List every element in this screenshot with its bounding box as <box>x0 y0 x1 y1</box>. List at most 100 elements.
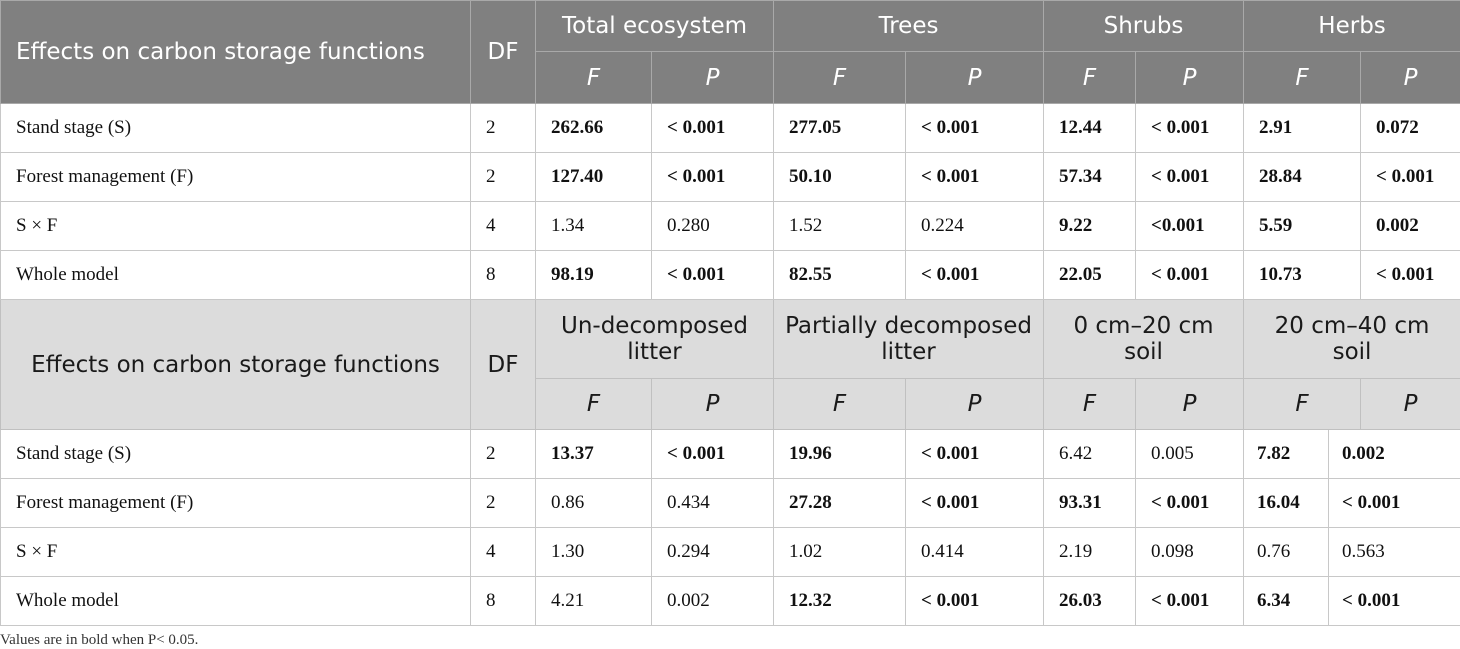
p-value-cell: < 0.001 <box>1135 152 1245 202</box>
group-line1: Un-decomposed <box>561 313 748 339</box>
bottom-f-header: F <box>535 378 652 430</box>
bottom-p-header: P <box>650 378 775 430</box>
bottom-header-row-fp: F P F P F P F P <box>1 378 1460 430</box>
f-value-cell: 28.84 <box>1243 152 1362 202</box>
p-value-cell: < 0.001 <box>905 478 1045 528</box>
p-value-cell: < 0.001 <box>650 103 775 153</box>
top-p-header: P <box>1360 51 1460 104</box>
herbs-soil-value-pair: 0.76 0.563 <box>1243 527 1460 577</box>
p-value-cell: 0.002 <box>1360 201 1460 251</box>
bottom-f-header: F <box>1043 378 1137 430</box>
f-value-cell: 4.21 <box>535 576 652 626</box>
f-value-cell: 7.82 <box>1244 430 1330 478</box>
f-value-cell: 262.66 <box>535 103 652 153</box>
f-value-cell: 6.34 <box>1244 577 1330 625</box>
top-table-row: Forest management (F) 2 127.40 < 0.001 50.10… <box>0 152 1460 202</box>
f-value-cell: 98.19 <box>535 250 652 300</box>
df-cell: 4 <box>470 527 536 577</box>
p-value-cell: < 0.001 <box>1342 492 1401 513</box>
top-p-header: P <box>905 51 1045 104</box>
p-value-cell: 0.098 <box>1135 527 1245 577</box>
top-header-row-fp: F P F P F P F P <box>1 51 1460 104</box>
p-value-cell: 0.224 <box>905 201 1045 251</box>
row-label: Forest management (F) <box>0 152 471 202</box>
bottom-group-header-soil-0-20: 0 cm–20 cm soil <box>1043 299 1245 379</box>
f-value-cell: 13.37 <box>535 429 652 479</box>
df-cell: 2 <box>470 429 536 479</box>
f-value-cell: 5.59 <box>1243 201 1362 251</box>
df-cell: 8 <box>470 250 536 300</box>
f-value-cell: 2.19 <box>1043 527 1137 577</box>
f-value-cell: 50.10 <box>773 152 907 202</box>
f-value-cell: 57.34 <box>1043 152 1137 202</box>
row-label: Whole model <box>0 576 471 626</box>
f-value-cell: 0.76 <box>1244 528 1330 576</box>
f-value-cell: 277.05 <box>773 103 907 153</box>
f-value-cell: 9.22 <box>1043 201 1137 251</box>
p-value-cell: < 0.001 <box>905 152 1045 202</box>
p-value-cell: < 0.001 <box>650 250 775 300</box>
anova-table: Effects on carbon storage functions DF T… <box>0 0 1460 626</box>
f-value-cell: 22.05 <box>1043 250 1137 300</box>
f-value-cell: 6.42 <box>1043 429 1137 479</box>
group-line2: litter <box>627 339 682 365</box>
f-value-cell: 1.34 <box>535 201 652 251</box>
row-label: Stand stage (S) <box>0 103 471 153</box>
bottom-p-header: P <box>905 378 1045 430</box>
p-value-cell: < 0.001 <box>1342 590 1401 611</box>
p-value-cell: < 0.001 <box>1135 250 1245 300</box>
f-value-cell: 26.03 <box>1043 576 1137 626</box>
top-p-header: P <box>1135 51 1245 104</box>
top-group-header-herbs: Herbs <box>1243 0 1460 52</box>
bottom-f-header: F <box>773 378 907 430</box>
group-line1: 20 cm–40 cm <box>1274 313 1430 339</box>
top-table-row: S × F 4 1.34 0.280 1.52 0.224 9.22 <0.001 5.59 0.… <box>0 201 1460 251</box>
bottom-p-header: P <box>1360 378 1460 430</box>
table-footnote: Values are in bold when P< 0.05. <box>0 632 199 648</box>
group-line2: litter <box>881 339 936 365</box>
p-value-cell: < 0.001 <box>1135 103 1245 153</box>
bottom-table-row: Whole model 8 4.21 0.002 12.32 < 0.001 26.03 < … <box>0 576 1460 626</box>
f-value-cell: 2.91 <box>1243 103 1362 153</box>
bottom-header-row-groups: Effects on carbon storage functions DF U… <box>0 299 1460 430</box>
bottom-group-header-undecomposed-litter: Un-decomposed litter <box>534 299 775 379</box>
group-line2: soil <box>1332 339 1372 365</box>
f-value-cell: 127.40 <box>535 152 652 202</box>
top-effects-header: Effects on carbon storage functions <box>0 0 471 104</box>
top-f-header: F <box>773 51 907 104</box>
df-cell: 2 <box>470 152 536 202</box>
f-value-cell: 1.30 <box>535 527 652 577</box>
top-table-row: Whole model 8 98.19 < 0.001 82.55 < 0.001 22.0… <box>0 250 1460 300</box>
f-value-cell: 12.44 <box>1043 103 1137 153</box>
bottom-table-row: Forest management (F) 2 0.86 0.434 27.28 < 0.… <box>0 478 1460 528</box>
top-header-row-groups: Effects on carbon storage functions DF T… <box>0 0 1460 104</box>
df-cell: 2 <box>470 478 536 528</box>
f-value-cell: 82.55 <box>773 250 907 300</box>
df-cell: 8 <box>470 576 536 626</box>
group-line2: soil <box>1124 339 1163 365</box>
p-value-cell: < 0.001 <box>1360 250 1460 300</box>
p-value-cell: < 0.001 <box>650 152 775 202</box>
row-label: Forest management (F) <box>0 478 471 528</box>
top-p-header: P <box>650 51 775 104</box>
top-f-header: F <box>1243 51 1362 104</box>
top-f-header: F <box>1043 51 1137 104</box>
row-label: Whole model <box>0 250 471 300</box>
p-value-cell: 0.294 <box>650 527 775 577</box>
p-value-cell: < 0.001 <box>650 429 775 479</box>
bottom-df-header: DF <box>470 299 536 430</box>
top-table-row: Stand stage (S) 2 262.66 < 0.001 277.05 < 0.0… <box>0 103 1460 153</box>
bottom-f-header: F <box>1243 378 1362 430</box>
top-f-header: F <box>535 51 652 104</box>
f-value-cell: 10.73 <box>1243 250 1362 300</box>
p-value-cell: 0.280 <box>650 201 775 251</box>
bottom-p-header: P <box>1135 378 1245 430</box>
df-cell: 2 <box>470 103 536 153</box>
p-value-cell: 0.002 <box>1342 443 1385 464</box>
p-value-cell: 0.072 <box>1360 103 1460 153</box>
p-value-cell: 0.002 <box>650 576 775 626</box>
top-group-header-shrubs: Shrubs <box>1043 0 1245 52</box>
p-value-cell: < 0.001 <box>905 429 1045 479</box>
row-label: Stand stage (S) <box>0 429 471 479</box>
bottom-table-row: Stand stage (S) 2 13.37 < 0.001 19.96 < 0.001… <box>0 429 1460 479</box>
